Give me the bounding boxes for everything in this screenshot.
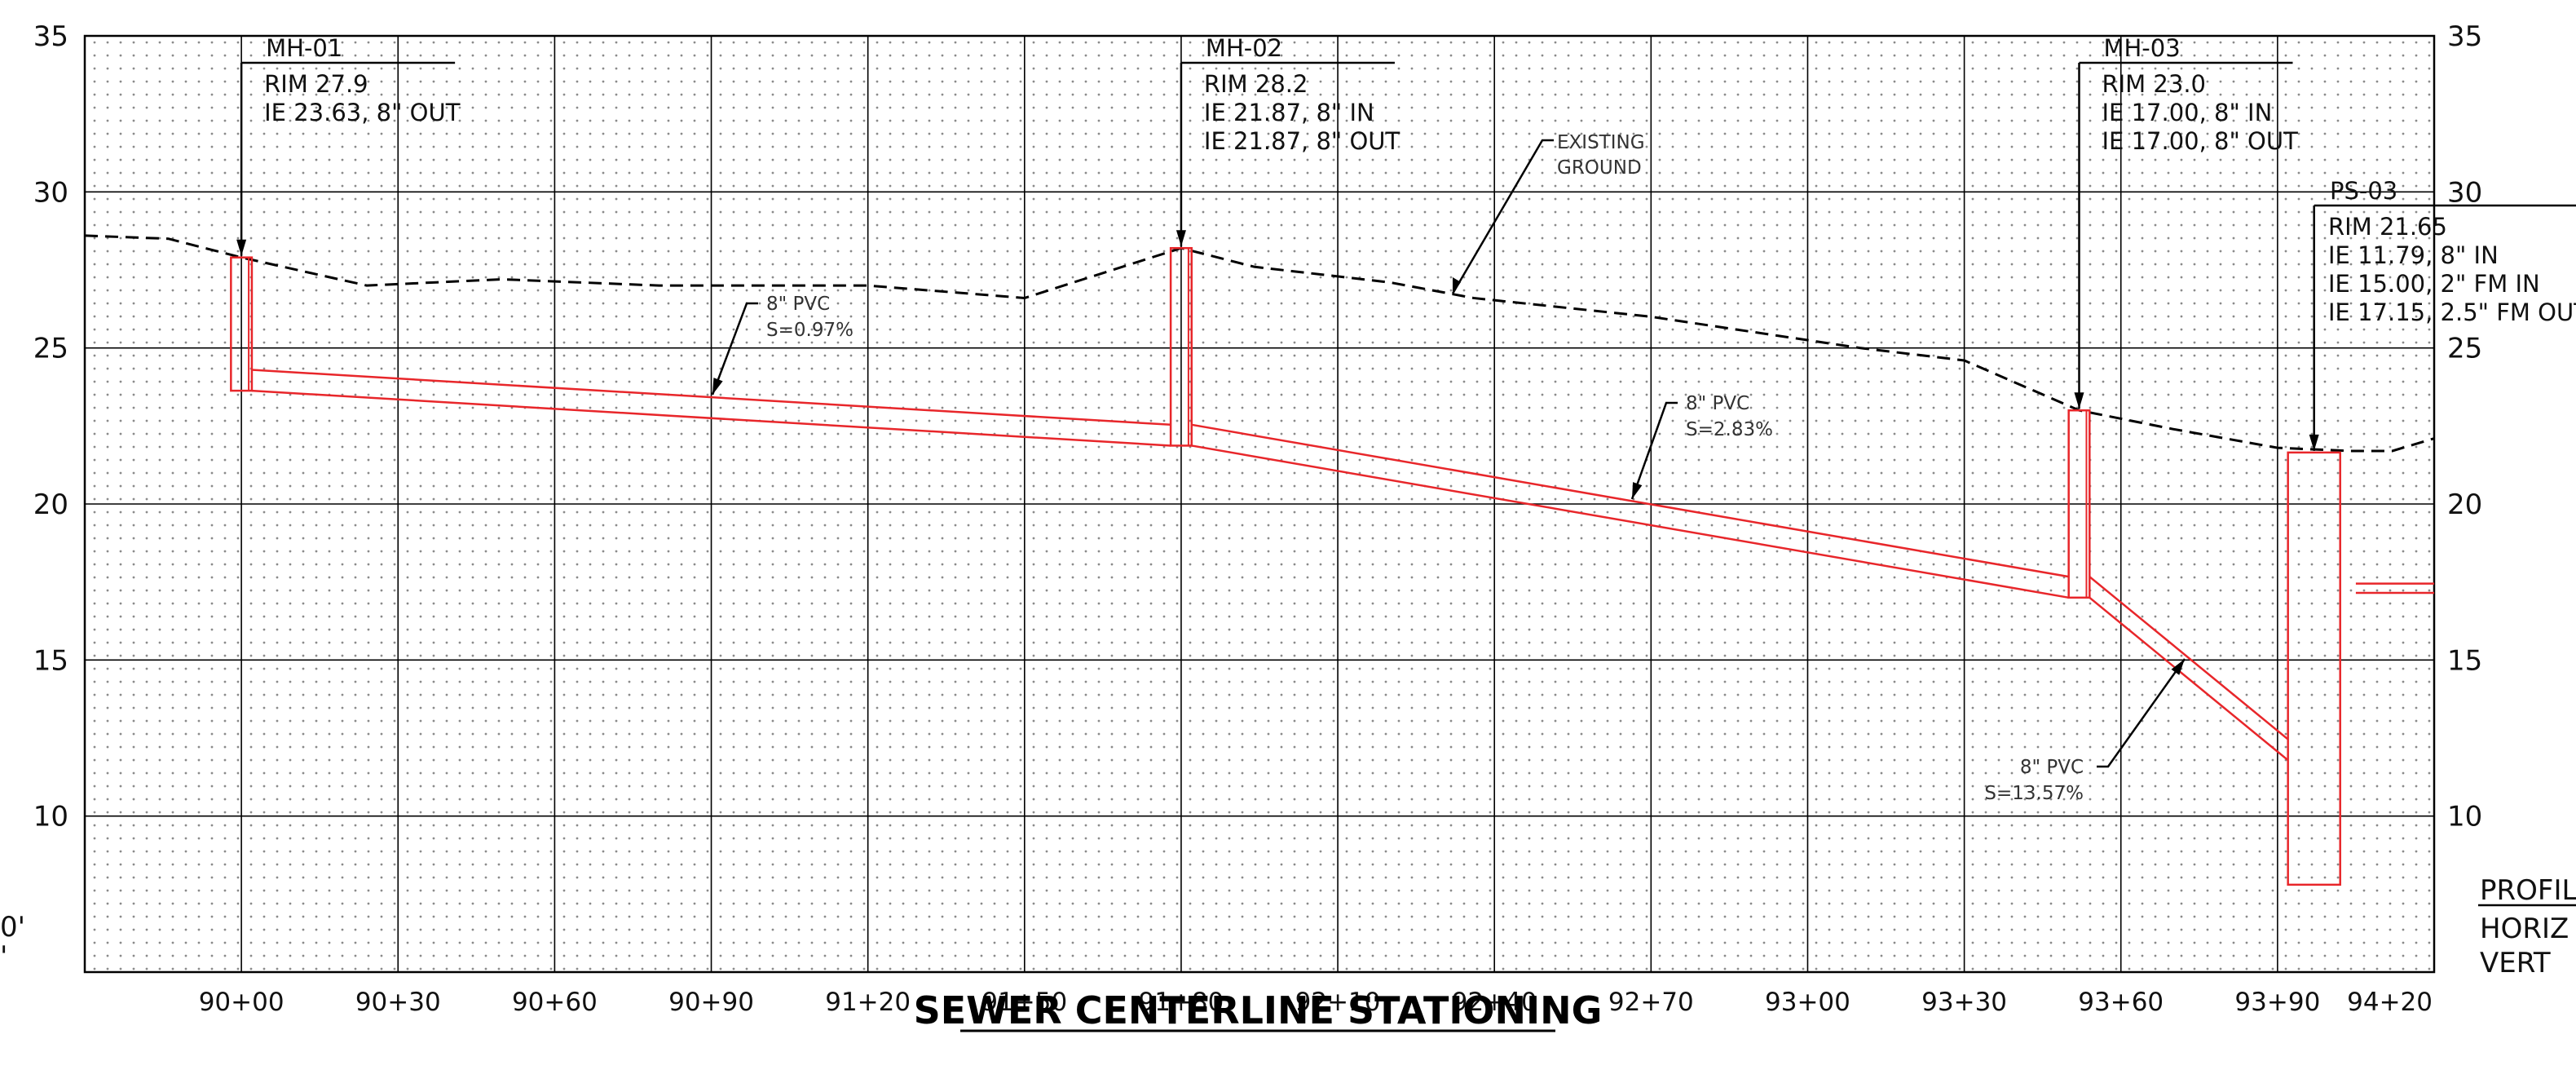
structure-detail: RIM 28.2 bbox=[1204, 70, 1308, 98]
pipe-material: 8" PVC bbox=[1686, 393, 1749, 414]
existing-ground-leader-arrow bbox=[1453, 277, 1461, 294]
pipe-label-2: 8" PVC S=2.83% bbox=[1630, 393, 1773, 500]
station-label: 90+60 bbox=[512, 988, 598, 1017]
pipe-crown-line bbox=[251, 369, 1171, 427]
structure-detail: IE 17.00, 8" IN bbox=[2102, 99, 2272, 126]
structure-detail: IE 21.87, 8" IN bbox=[1204, 99, 1374, 126]
pipe-label-arrow bbox=[1632, 482, 1643, 499]
pipe-label-1: 8" PVC S=0.97% bbox=[711, 294, 854, 396]
pipe-material: 8" PVC bbox=[766, 294, 830, 315]
elevation-label-right: 35 bbox=[2447, 20, 2482, 53]
elevation-tick-labels: 35 35 30 30 25 25 20 20 15 15 10 10 bbox=[33, 20, 2483, 833]
elevation-label-left: 30 bbox=[33, 176, 68, 209]
existing-ground-label-line-2: GROUND bbox=[1557, 157, 1642, 179]
x-axis-title: SEWER CENTERLINE STATIONING bbox=[914, 988, 1603, 1032]
structure-detail: RIM 21.65 bbox=[2328, 213, 2447, 241]
callout-arrow bbox=[1176, 230, 1186, 247]
pipe-invert-line bbox=[251, 389, 1171, 447]
pipe-label-leader bbox=[711, 302, 758, 396]
pipe-crown-line bbox=[1191, 423, 2069, 578]
pipe-invert-line bbox=[1191, 444, 2069, 599]
elevation-label-left: 35 bbox=[33, 20, 68, 53]
elevation-label-right: 20 bbox=[2447, 488, 2482, 521]
station-label: 91+50 bbox=[981, 988, 1067, 1017]
existing-ground-label: EXISTING GROUND bbox=[1451, 132, 1645, 294]
station-label: 94+20 bbox=[2347, 988, 2433, 1017]
pipe-slope: S=2.83% bbox=[1686, 419, 1773, 440]
left-scale-fragment-2: ' bbox=[0, 940, 7, 973]
station-label: 93+60 bbox=[2078, 988, 2164, 1017]
callout-arrow bbox=[236, 239, 247, 256]
structure-id-mh-02: MH-02 bbox=[1206, 34, 1282, 62]
callout-arrow bbox=[2074, 392, 2084, 409]
structure-outline-mh-02 bbox=[1169, 246, 1193, 447]
elevation-label-right: 25 bbox=[2447, 333, 2482, 365]
sewer-structures bbox=[230, 246, 2341, 886]
structure-id-mh-01: MH-01 bbox=[266, 34, 342, 62]
pipe-label-leader bbox=[2097, 658, 2186, 768]
elevation-label-left: 10 bbox=[33, 801, 68, 833]
structure-outline-mh-03 bbox=[2067, 409, 2091, 599]
legend-horiz: HORIZ bbox=[2480, 913, 2569, 945]
structure-detail: RIM 23.0 bbox=[2102, 70, 2206, 98]
pipe-invert-line bbox=[2089, 596, 2289, 762]
station-label: 92+40 bbox=[1452, 988, 1537, 1017]
pipe-slope: S=13.57% bbox=[1984, 783, 2084, 804]
elevation-label-right: 30 bbox=[2447, 176, 2482, 209]
existing-ground-line bbox=[84, 234, 2435, 453]
existing-ground-label-line-1: EXISTING bbox=[1557, 132, 1645, 153]
pipe-label-arrow bbox=[2171, 659, 2185, 675]
station-tick-labels: 90+00 90+30 90+60 90+90 91+20 91+50 91+80 92+10… bbox=[199, 988, 2433, 1017]
pipe-slope: S=0.97% bbox=[766, 320, 854, 341]
legend-vert: VERT bbox=[2480, 947, 2551, 979]
station-label: 93+90 bbox=[2234, 988, 2320, 1017]
profile-legend: PROFIL HORIZ VERT bbox=[2478, 874, 2576, 979]
pipe-labels: 8" PVC S=0.97% 8" PVC S=2.83% 8" PVC S=13.57% bbox=[711, 294, 2186, 804]
existing-ground-profile bbox=[84, 234, 2435, 453]
station-label: 90+00 bbox=[199, 988, 285, 1017]
pipe-material: 8" PVC bbox=[2020, 757, 2084, 778]
pipe-label-arrow bbox=[712, 378, 723, 395]
callout-mh-01: MH-01 RIM 27.9IE 23.63, 8" OUT bbox=[236, 34, 461, 256]
structure-detail: IE 17.15, 2.5" FM OUT bbox=[2328, 298, 2576, 326]
structure-detail: RIM 27.9 bbox=[264, 70, 368, 98]
station-label: 92+70 bbox=[1608, 988, 1694, 1017]
left-scale-fragment-1: 0' bbox=[0, 911, 25, 944]
elevation-label-right: 10 bbox=[2447, 801, 2482, 833]
structure-detail: IE 11.79, 8" IN bbox=[2328, 241, 2499, 269]
existing-ground-leader bbox=[1451, 139, 1554, 294]
station-label: 91+20 bbox=[825, 988, 911, 1017]
structure-outline-mh-01 bbox=[230, 256, 254, 392]
station-label: 93+30 bbox=[1921, 988, 2007, 1017]
station-label: 90+90 bbox=[668, 988, 754, 1017]
station-label: 92+10 bbox=[1295, 988, 1381, 1017]
structure-id-ps-03: PS-03 bbox=[2330, 177, 2397, 205]
pipe-label-3: 8" PVC S=13.57% bbox=[1984, 658, 2186, 804]
elevation-label-left: 25 bbox=[33, 333, 68, 365]
structure-id-mh-03: MH-03 bbox=[2103, 34, 2180, 62]
callout-arrow bbox=[2309, 434, 2319, 451]
structure-detail: IE 23.63, 8" OUT bbox=[264, 99, 461, 126]
station-label: 90+30 bbox=[355, 988, 441, 1017]
sewer-pipes bbox=[251, 369, 2434, 762]
pipe-crown-line bbox=[2089, 576, 2289, 740]
structure-callouts: MH-01 RIM 27.9IE 23.63, 8" OUT MH-02 RIM 28… bbox=[236, 34, 2576, 451]
structure-detail: IE 21.87, 8" OUT bbox=[1204, 127, 1400, 155]
elevation-label-right: 15 bbox=[2447, 644, 2482, 677]
legend-title: PROFIL bbox=[2480, 874, 2576, 907]
pipe-label-leader bbox=[1630, 401, 1678, 500]
profile-grid bbox=[83, 34, 2436, 974]
structure-detail: IE 17.00, 8" OUT bbox=[2102, 127, 2298, 155]
station-label: 93+00 bbox=[1765, 988, 1850, 1017]
elevation-label-left: 20 bbox=[33, 488, 68, 521]
elevation-label-left: 15 bbox=[33, 644, 68, 677]
structure-detail: IE 15.00, 2" FM IN bbox=[2328, 270, 2540, 298]
structure-outline-ps-03 bbox=[2287, 451, 2341, 886]
station-label: 91+80 bbox=[1138, 988, 1224, 1017]
